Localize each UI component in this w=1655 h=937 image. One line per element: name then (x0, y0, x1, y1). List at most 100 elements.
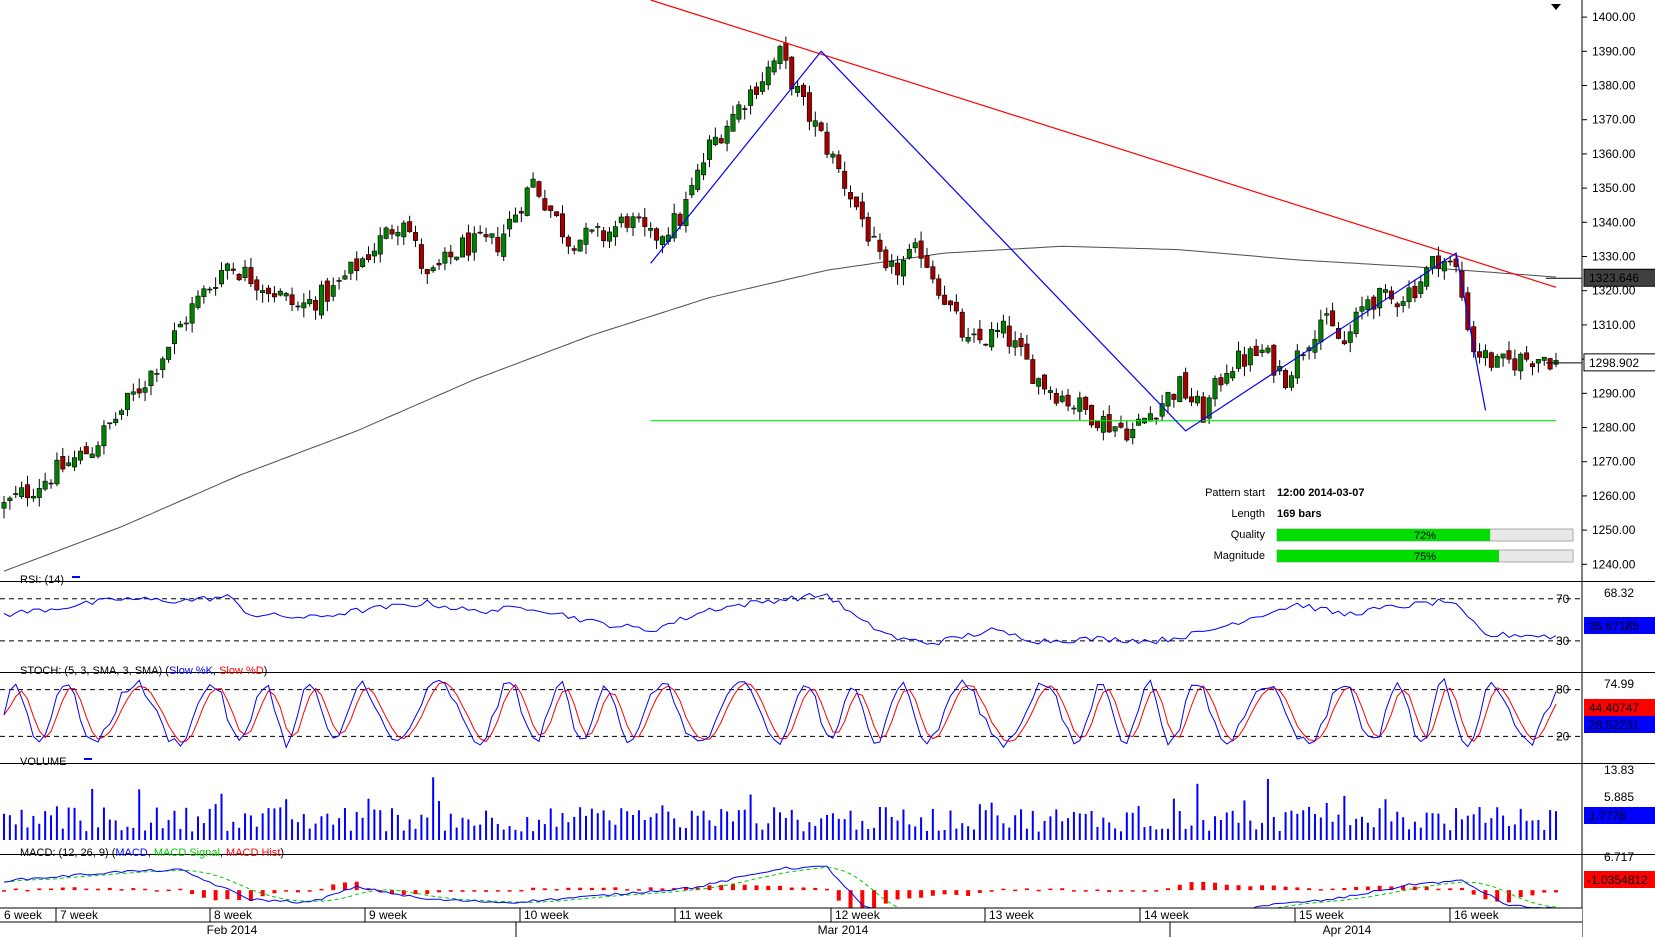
candle (1024, 334, 1030, 360)
candle (1529, 361, 1535, 376)
macd-hist-bar (1483, 890, 1488, 900)
current-price-box (1583, 353, 1655, 372)
macd-last-label: -1.0354812 (1587, 873, 1648, 887)
macd-hist-bar (1142, 890, 1147, 892)
candle (54, 452, 60, 487)
candle-body (530, 178, 536, 188)
candle-body (659, 236, 665, 246)
candle-body (1482, 350, 1488, 359)
candle-body (66, 462, 72, 466)
candle (565, 234, 571, 255)
candle-body (1118, 422, 1124, 428)
candle-body (471, 233, 477, 253)
candle (1200, 392, 1206, 423)
candle-body (160, 358, 166, 370)
week-label: 12 week (835, 908, 881, 922)
candle (1394, 301, 1400, 317)
macd-hist-bar (237, 890, 242, 901)
macd-hist-bar (201, 890, 206, 898)
candle (612, 220, 618, 246)
macd-hist-bar (72, 887, 77, 891)
macd-hist-bar (1307, 888, 1312, 891)
candle-body (583, 227, 589, 245)
candle-body (413, 232, 419, 241)
candle-body (1218, 377, 1224, 386)
week-label: 8 week (214, 908, 253, 922)
candle (213, 277, 219, 296)
candle (712, 127, 718, 147)
macd-hist-bar (542, 888, 547, 891)
candle (1236, 341, 1242, 372)
candle (512, 207, 518, 223)
macd-hist-bar (836, 890, 841, 901)
candle-body (842, 170, 848, 189)
scroll-marker (1551, 4, 1561, 10)
candle-body (871, 235, 877, 238)
candle-body (1494, 355, 1500, 368)
candle-body (1347, 331, 1353, 343)
macd-hist-bar (143, 888, 148, 891)
pattern-line (650, 50, 1487, 432)
macd-hist-bar (119, 889, 124, 891)
candle (1053, 388, 1059, 406)
candle-body (142, 387, 148, 393)
candle-body (360, 258, 366, 268)
candle-body (1047, 390, 1053, 393)
candle-body (77, 450, 83, 461)
candle (230, 262, 236, 275)
candle-body (977, 328, 983, 341)
candle-body (166, 346, 172, 360)
candle (1265, 344, 1271, 354)
candle (195, 290, 201, 310)
candle (824, 122, 830, 158)
candle (977, 320, 983, 344)
candle-body (1224, 372, 1230, 384)
candle (1424, 265, 1430, 291)
candle-body (1435, 255, 1441, 269)
macd-hist-bar (860, 890, 865, 914)
stoch-panel: 80 20 (0, 677, 1582, 749)
candle-body (554, 211, 560, 217)
candle (448, 244, 454, 265)
magnitude-bar-fill (1277, 550, 1499, 562)
candle (1100, 410, 1106, 441)
candle (1177, 375, 1183, 403)
candle-body (365, 254, 371, 260)
macd-hist-bar (472, 890, 477, 892)
macd-hist-bar (307, 890, 312, 892)
candle (889, 254, 895, 274)
candle (13, 485, 19, 499)
candle (877, 233, 883, 260)
macd-hist-bar (366, 888, 371, 891)
candle-body (207, 288, 213, 291)
candle-body (1377, 288, 1383, 309)
candle (730, 105, 736, 132)
candle (589, 229, 595, 234)
price-tick-label: 1370.00 (1592, 113, 1636, 127)
price-tick-label: 1280.00 (1592, 421, 1636, 435)
candle (1535, 359, 1541, 373)
candle-body (1024, 343, 1030, 360)
candle (1136, 413, 1142, 426)
candle-body (624, 216, 630, 228)
macd-hist-bar (636, 889, 641, 891)
candle-body (612, 226, 618, 238)
candle-body (407, 221, 413, 233)
candle-body (248, 267, 254, 285)
candle-body (818, 122, 824, 131)
candle (1071, 404, 1077, 415)
candle-body (1318, 319, 1324, 343)
pattern-magnitude-value: 75% (1414, 551, 1436, 563)
candle-body (1042, 374, 1048, 390)
candle-body (877, 239, 883, 252)
candle (248, 257, 254, 287)
candle (830, 151, 836, 164)
candle-body (1112, 426, 1118, 432)
candle-body (201, 288, 207, 297)
candle (1077, 391, 1083, 422)
candle (918, 231, 924, 268)
candle (89, 447, 95, 458)
candle-body (1065, 394, 1071, 407)
candle (77, 447, 83, 465)
candle-body (36, 488, 42, 498)
